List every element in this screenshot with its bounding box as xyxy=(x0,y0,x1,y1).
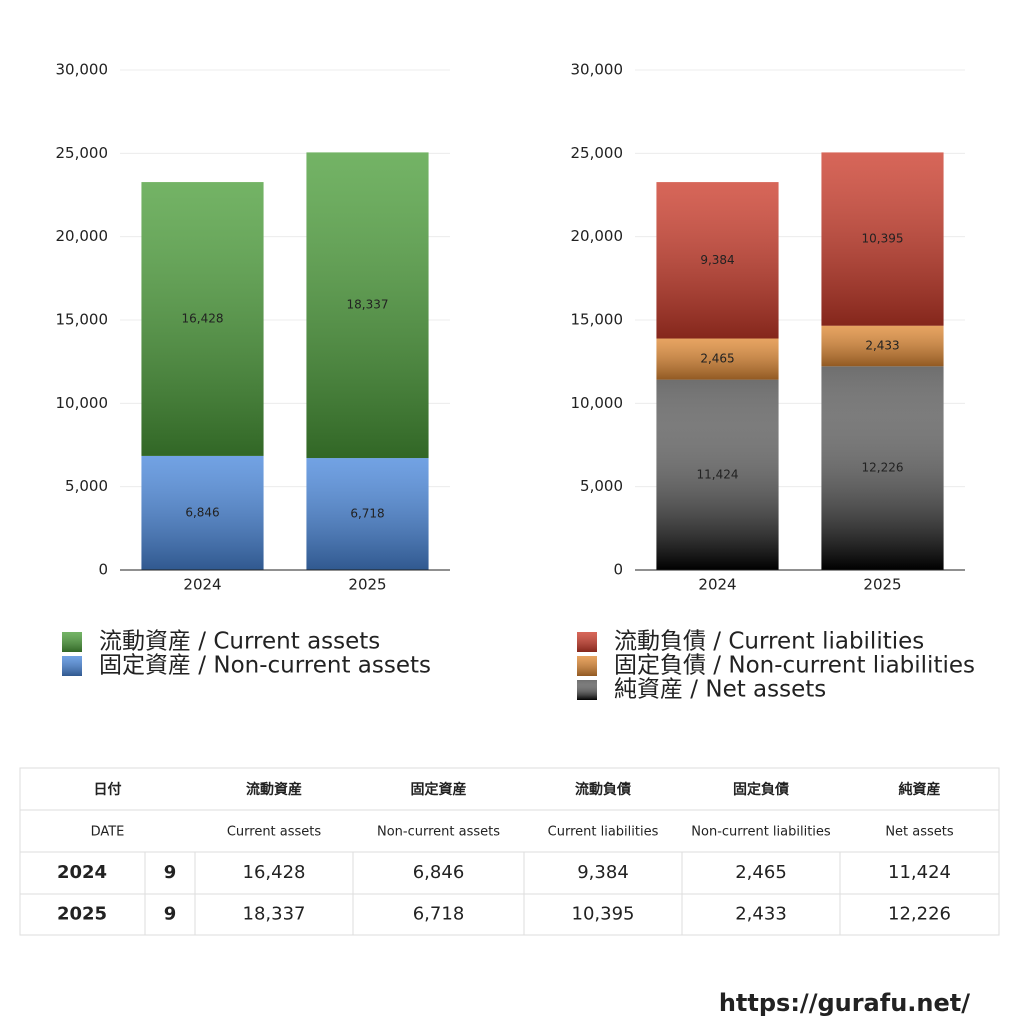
table-header-jp: 日付 xyxy=(94,781,122,798)
bar-shade xyxy=(656,379,779,570)
table-header-en: Non-current assets xyxy=(377,825,500,840)
x-tick-label: 2025 xyxy=(863,576,901,594)
table-cell: 11,424 xyxy=(888,862,951,883)
value-label: 9,384 xyxy=(700,253,734,267)
y-tick-label: 20,000 xyxy=(56,227,109,245)
value-label: 18,337 xyxy=(347,298,389,312)
table-cell: 2,465 xyxy=(735,862,787,883)
bar-shade xyxy=(306,152,429,459)
table-cell: 6,846 xyxy=(413,862,465,883)
table-header-jp: 流動負債 xyxy=(575,781,631,798)
table-header-en: Net assets xyxy=(885,825,954,840)
value-label: 11,424 xyxy=(697,467,739,481)
value-label: 12,226 xyxy=(862,461,904,475)
table-header-jp: 固定負債 xyxy=(733,781,789,798)
x-tick-label: 2024 xyxy=(698,576,736,594)
legend-swatch-shade xyxy=(577,656,597,676)
table-header-en: Current liabilities xyxy=(548,825,659,840)
footer-url: https://gurafu.net/ xyxy=(719,989,970,1017)
legend-label: 流動負債 / Current liabilities xyxy=(614,629,924,655)
legend-swatch-shade xyxy=(577,632,597,652)
y-tick-label: 15,000 xyxy=(571,311,624,329)
y-tick-label: 30,000 xyxy=(571,61,624,79)
table-header-en: Current assets xyxy=(227,825,322,840)
value-label: 10,395 xyxy=(862,232,904,246)
bar-shade xyxy=(821,152,944,326)
y-tick-label: 0 xyxy=(613,561,623,579)
table-cell: 9 xyxy=(164,904,177,925)
y-tick-label: 20,000 xyxy=(571,227,624,245)
table-header-jp: 純資産 xyxy=(899,781,941,798)
value-label: 2,465 xyxy=(700,352,734,366)
table-cell: 9,384 xyxy=(577,862,629,883)
x-tick-label: 2024 xyxy=(183,576,221,594)
y-tick-label: 0 xyxy=(98,561,108,579)
value-label: 16,428 xyxy=(182,312,224,326)
table-cell: 2024 xyxy=(57,862,107,883)
y-tick-label: 25,000 xyxy=(571,144,624,162)
y-tick-label: 30,000 xyxy=(56,61,109,79)
table-header-en: Non-current liabilities xyxy=(691,825,831,840)
legend-label: 流動資産 / Current assets xyxy=(99,629,380,655)
bar-shade xyxy=(821,325,944,367)
y-tick-label: 10,000 xyxy=(571,394,624,412)
table-cell: 2025 xyxy=(57,904,107,925)
table-header-jp: 流動資産 xyxy=(246,781,302,798)
y-tick-label: 5,000 xyxy=(65,477,108,495)
bar-shade xyxy=(141,455,264,570)
x-tick-label: 2025 xyxy=(348,576,386,594)
y-tick-label: 10,000 xyxy=(56,394,109,412)
y-tick-label: 15,000 xyxy=(56,311,109,329)
table-cell: 2,433 xyxy=(735,904,787,925)
value-label: 6,718 xyxy=(350,507,384,521)
table-cell: 6,718 xyxy=(413,904,465,925)
bar-shade xyxy=(306,458,429,570)
y-tick-label: 25,000 xyxy=(56,144,109,162)
value-label: 2,433 xyxy=(865,338,899,352)
legend-label: 純資産 / Net assets xyxy=(614,677,826,703)
y-tick-label: 5,000 xyxy=(580,477,623,495)
legend-swatch-shade xyxy=(577,680,597,700)
legend-swatch-shade xyxy=(62,656,82,676)
bar-shade xyxy=(656,182,779,339)
bar-shade xyxy=(821,366,944,570)
legend-label: 固定資産 / Non-current assets xyxy=(99,653,431,679)
legend-swatch-shade xyxy=(62,632,82,652)
bar-shade xyxy=(141,182,264,456)
value-label: 6,846 xyxy=(185,505,219,519)
table-header-en: DATE xyxy=(91,825,125,840)
table-cell: 12,226 xyxy=(888,904,951,925)
bar-shade xyxy=(656,338,779,380)
table-cell: 16,428 xyxy=(243,862,306,883)
table-header-jp: 固定資産 xyxy=(411,781,467,798)
table-cell: 10,395 xyxy=(572,904,635,925)
table-cell: 9 xyxy=(164,862,177,883)
table-cell: 18,337 xyxy=(243,904,306,925)
legend-label: 固定負債 / Non-current liabilities xyxy=(614,653,975,679)
